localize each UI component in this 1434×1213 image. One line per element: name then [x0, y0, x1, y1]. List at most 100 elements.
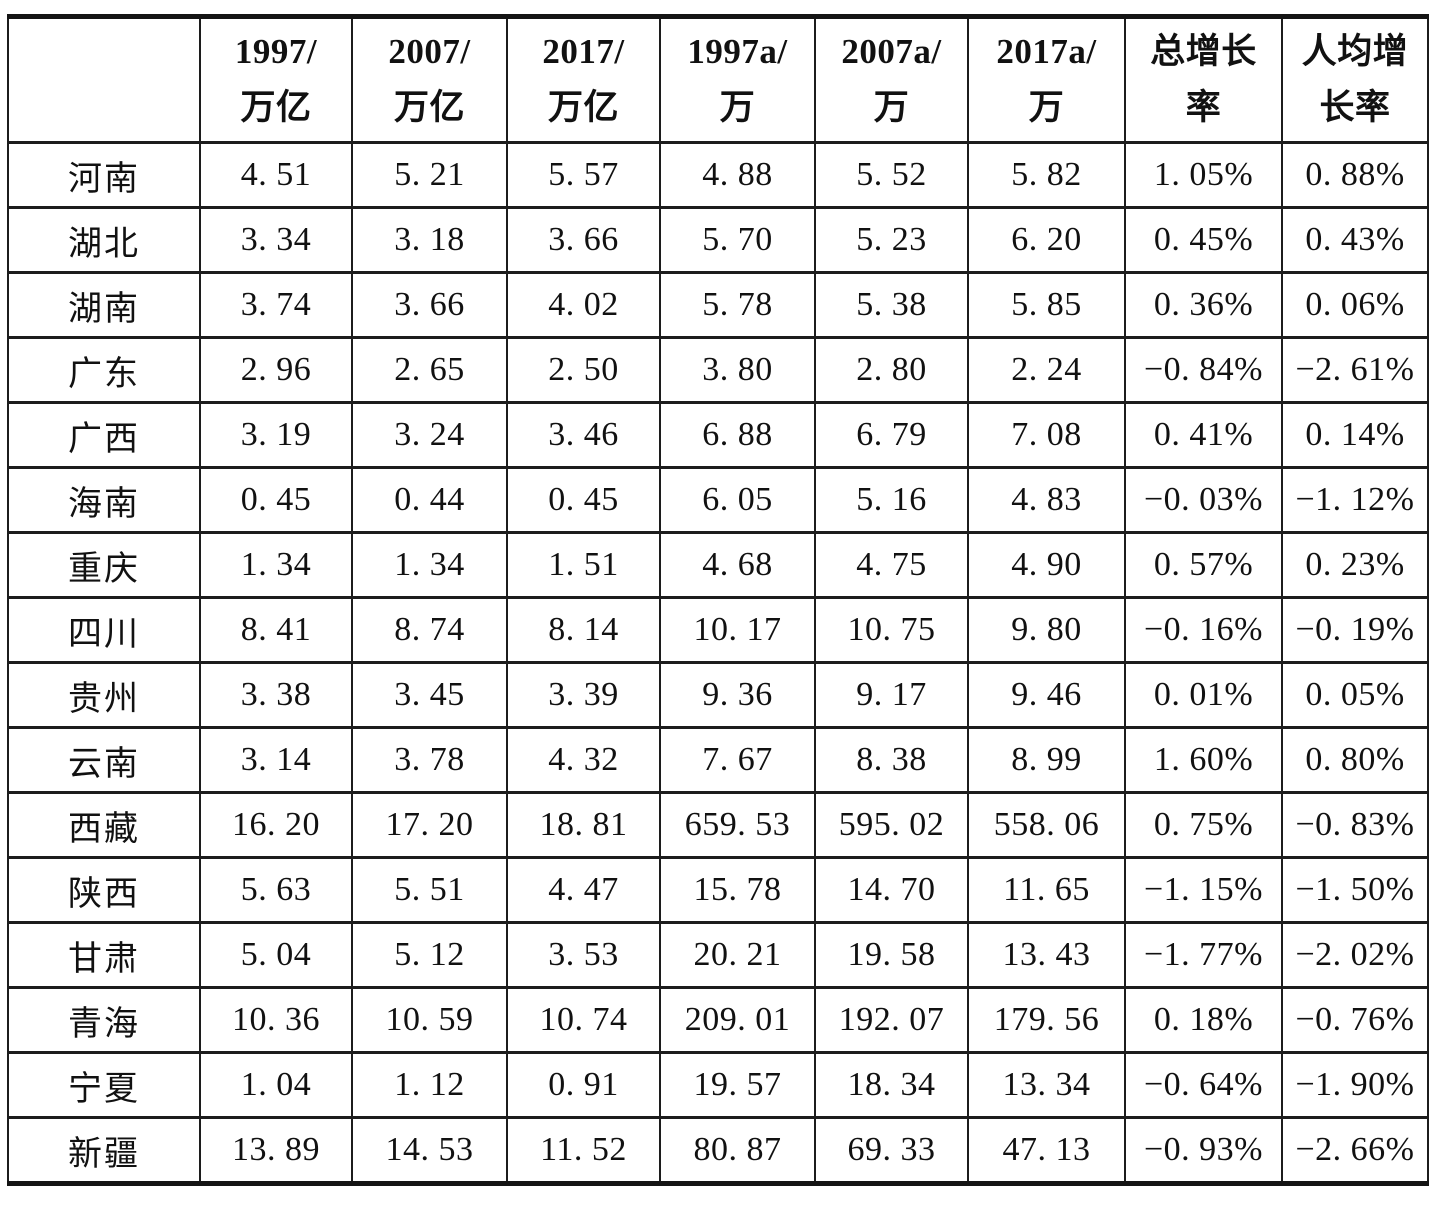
- table-cell: 8. 38: [814, 726, 969, 794]
- header-label: 总增长: [1150, 32, 1257, 71]
- table-cell: 7. 67: [659, 726, 816, 794]
- table-cell: 3. 14: [199, 726, 353, 794]
- header-cell-1997a: 1997a/ 万: [659, 15, 816, 144]
- table-cell: 8. 14: [506, 596, 661, 664]
- table-cell: 0. 14%: [1281, 401, 1429, 469]
- table-cell: 0. 80%: [1281, 726, 1429, 794]
- header-row: 1997/ 万亿 2007/ 万亿 2017/ 万亿 1997a/ 万 2007…: [7, 15, 1429, 144]
- table-row: 广东 2. 96 2. 65 2. 50 3. 80 2. 80 2. 24 −0. 84% −…: [7, 336, 1429, 404]
- table-cell: 2. 50: [506, 336, 661, 404]
- header-cell-1997-gdp: 1997/ 万亿: [199, 15, 353, 144]
- table-cell: 0. 23%: [1281, 531, 1429, 599]
- table-cell: −0. 03%: [1124, 466, 1283, 534]
- table-cell: 7. 08: [967, 401, 1126, 469]
- table-row: 四川 8. 41 8. 74 8. 14 10. 17 10. 75 9. 80 −0. 16…: [7, 596, 1429, 664]
- table-cell: 3. 80: [659, 336, 816, 404]
- table-cell: 5. 63: [199, 856, 353, 924]
- table-cell: 5. 85: [967, 271, 1126, 339]
- province-name-cell: 云南: [7, 726, 201, 794]
- table-row: 新疆 13. 89 14. 53 11. 52 80. 87 69. 33 47. 13 −0…: [7, 1116, 1429, 1185]
- table-cell: 5. 52: [814, 141, 969, 209]
- table-cell: 0. 06%: [1281, 271, 1429, 339]
- header-label: 万亿: [547, 88, 619, 127]
- table-row: 河南 4. 51 5. 21 5. 57 4. 88 5. 52 5. 82 1. 05% 0.…: [7, 141, 1429, 209]
- header-cell-2017a: 2017a/ 万: [967, 15, 1126, 144]
- province-name-cell: 湖北: [7, 206, 201, 274]
- table-cell: 558. 06: [967, 791, 1126, 859]
- table-cell: 192. 07: [814, 986, 969, 1054]
- table-cell: 11. 65: [967, 856, 1126, 924]
- table-cell: 9. 36: [659, 661, 816, 729]
- table-row: 宁夏 1. 04 1. 12 0. 91 19. 57 18. 34 13. 34 −0. 6…: [7, 1051, 1429, 1119]
- province-name-cell: 青海: [7, 986, 201, 1054]
- table-cell: 8. 99: [967, 726, 1126, 794]
- table-cell: 0. 41%: [1124, 401, 1283, 469]
- table-cell: 9. 80: [967, 596, 1126, 664]
- table-cell: −0. 19%: [1281, 596, 1429, 664]
- table-cell: 9. 17: [814, 661, 969, 729]
- table-cell: 4. 51: [199, 141, 353, 209]
- province-name-cell: 海南: [7, 466, 201, 534]
- table-cell: 179. 56: [967, 986, 1126, 1054]
- table-cell: −0. 84%: [1124, 336, 1283, 404]
- table-cell: 0. 45: [506, 466, 661, 534]
- table-row: 广西 3. 19 3. 24 3. 46 6. 88 6. 79 7. 08 0. 41% 0.…: [7, 401, 1429, 469]
- table-cell: 4. 90: [967, 531, 1126, 599]
- table-cell: 47. 13: [967, 1116, 1126, 1185]
- header-label: 万: [873, 88, 910, 127]
- table-cell: 3. 34: [199, 206, 353, 274]
- header-label: 2017/: [542, 32, 625, 71]
- table-cell: 6. 79: [814, 401, 969, 469]
- table-cell: 0. 91: [506, 1051, 661, 1119]
- table-cell: 0. 36%: [1124, 271, 1283, 339]
- province-growth-table: 1997/ 万亿 2007/ 万亿 2017/ 万亿 1997a/ 万 2007…: [7, 14, 1429, 1186]
- table-cell: 5. 51: [351, 856, 508, 924]
- table-cell: −1. 15%: [1124, 856, 1283, 924]
- table-cell: 5. 21: [351, 141, 508, 209]
- table-cell: 9. 46: [967, 661, 1126, 729]
- table-row: 贵州 3. 38 3. 45 3. 39 9. 36 9. 17 9. 46 0. 01% 0.…: [7, 661, 1429, 729]
- table-cell: 80. 87: [659, 1116, 816, 1185]
- table-cell: 3. 66: [351, 271, 508, 339]
- province-name-cell: 贵州: [7, 661, 201, 729]
- header-label: 1997a/: [687, 32, 788, 71]
- table-cell: 4. 83: [967, 466, 1126, 534]
- table-cell: 69. 33: [814, 1116, 969, 1185]
- table-cell: 13. 89: [199, 1116, 353, 1185]
- table-cell: 0. 45%: [1124, 206, 1283, 274]
- table-cell: −1. 12%: [1281, 466, 1429, 534]
- header-cell-2007-gdp: 2007/ 万亿: [351, 15, 508, 144]
- table-cell: 5. 82: [967, 141, 1126, 209]
- header-cell-per-capita-growth-rate: 人均增 长率: [1281, 15, 1429, 144]
- table-row: 湖北 3. 34 3. 18 3. 66 5. 70 5. 23 6. 20 0. 45% 0.…: [7, 206, 1429, 274]
- header-label: 2007/: [388, 32, 471, 71]
- table-cell: 8. 41: [199, 596, 353, 664]
- table-cell: 4. 68: [659, 531, 816, 599]
- table-cell: 3. 19: [199, 401, 353, 469]
- table-cell: 3. 74: [199, 271, 353, 339]
- province-name-cell: 甘肃: [7, 921, 201, 989]
- header-label: 万: [719, 88, 756, 127]
- table-cell: 5. 23: [814, 206, 969, 274]
- table-cell: −0. 83%: [1281, 791, 1429, 859]
- table-cell: 3. 24: [351, 401, 508, 469]
- table-cell: −1. 90%: [1281, 1051, 1429, 1119]
- table-cell: −2. 66%: [1281, 1116, 1429, 1185]
- province-name-cell: 西藏: [7, 791, 201, 859]
- header-label: 人均增: [1301, 32, 1409, 71]
- table-cell: 0. 43%: [1281, 206, 1429, 274]
- table-cell: 11. 52: [506, 1116, 661, 1185]
- table-cell: 16. 20: [199, 791, 353, 859]
- table-cell: 15. 78: [659, 856, 816, 924]
- header-cell-2017-gdp: 2017/ 万亿: [506, 15, 661, 144]
- table-cell: 0. 05%: [1281, 661, 1429, 729]
- table-cell: 5. 04: [199, 921, 353, 989]
- table-cell: 5. 78: [659, 271, 816, 339]
- table-cell: −0. 64%: [1124, 1051, 1283, 1119]
- table-cell: 6. 88: [659, 401, 816, 469]
- province-name-cell: 四川: [7, 596, 201, 664]
- table-cell: 19. 57: [659, 1051, 816, 1119]
- header-label: 2017a/: [996, 32, 1097, 71]
- table-cell: 3. 46: [506, 401, 661, 469]
- table-row: 重庆 1. 34 1. 34 1. 51 4. 68 4. 75 4. 90 0. 57% 0.…: [7, 531, 1429, 599]
